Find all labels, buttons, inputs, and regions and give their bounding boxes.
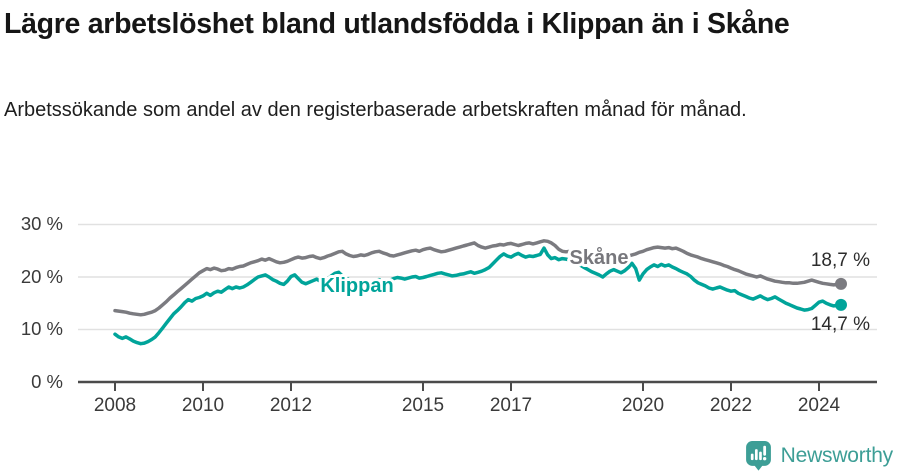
y-axis-label-20: 20 % [21, 266, 63, 287]
logo-bar-chart-glyph [750, 445, 766, 461]
chart-subtitle: Arbetssökande som andel av den registerb… [4, 99, 747, 122]
y-axis-label-10: 10 % [21, 318, 63, 339]
logo-pin-shape [745, 441, 771, 471]
series-end-dot-skane [835, 277, 847, 290]
grid-layer [78, 223, 877, 391]
x-axis-label-2008: 2008 [94, 395, 136, 416]
x-axis-label-2012: 2012 [270, 395, 312, 416]
end-value-label-skane: 18,7 % [811, 250, 870, 271]
x-axis-label-2010: 2010 [182, 395, 224, 416]
x-axis-label-2017: 2017 [490, 395, 532, 416]
series-label-skane: Skåne [570, 246, 629, 269]
y-axis-label-30: 30 % [21, 213, 63, 234]
footer-brand[interactable]: Newsworthy [745, 441, 893, 471]
x-axis-label-2015: 2015 [402, 395, 444, 416]
series-line-skane [113, 239, 843, 317]
series-layer [113, 239, 847, 346]
chart-title: Lägre arbetslöshet bland utlandsfödda i … [4, 8, 790, 40]
series-label-klippan: Klippan [320, 275, 393, 297]
x-axis-label-2022: 2022 [710, 395, 752, 416]
series-end-dot-klippan [835, 298, 847, 311]
y-axis-label-0: 0 % [31, 371, 63, 392]
brand-name: Newsworthy [780, 444, 894, 467]
series-line-klippan [113, 246, 843, 346]
x-axis-label-2020: 2020 [622, 395, 664, 416]
chart-header: Lägre arbetslöshet bland utlandsfödda i … [4, 0, 892, 126]
label-layer: 30 % 20 % 10 % 0 % 2008 2010 2012 2015 2… [21, 213, 870, 416]
x-axis-label-2024: 2024 [798, 395, 841, 416]
end-value-label-klippan: 14,7 % [811, 314, 870, 335]
newsworthy-logo-icon [745, 441, 771, 471]
